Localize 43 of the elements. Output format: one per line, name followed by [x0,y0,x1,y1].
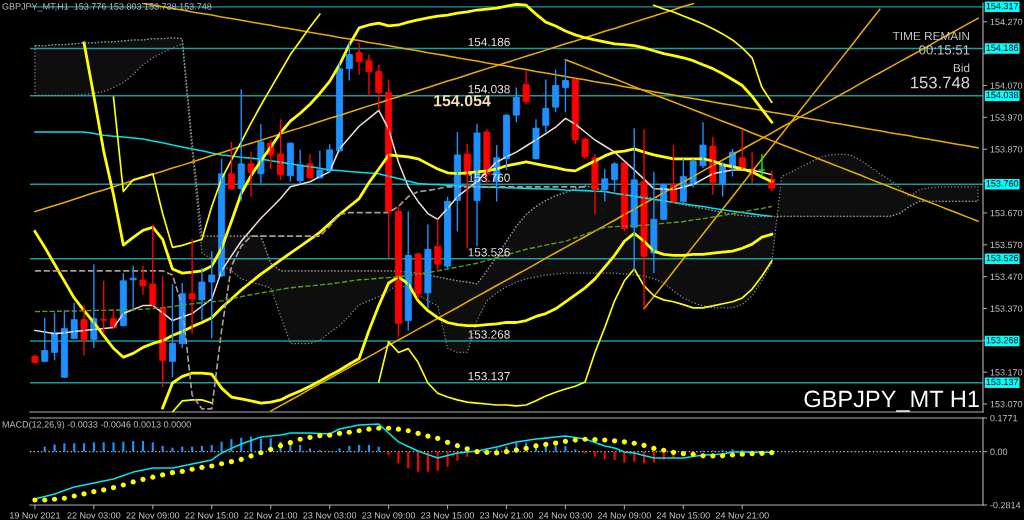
ref-line-label: 153.526 [986,254,1019,262]
x-tick-label: 22 Nov 21:00 [244,512,298,519]
annotation: 153.748 [911,76,970,89]
annotation: 153.268 [468,330,510,339]
x-tick-label: 23 Nov 03:00 [303,512,357,519]
x-tick-label: 24 Nov 15:00 [656,512,710,519]
y-tick-label: 153.370 [990,305,1023,312]
y-tick-label: 154.070 [990,82,1023,89]
x-tick-label: 22 Nov 03:00 [67,512,121,519]
y-tick-label: 154.270 [990,18,1023,26]
x-tick-label: 19 Nov 2021 [10,512,61,519]
annotation: 153.526 [468,248,510,257]
annotation: Bid [953,63,970,73]
ref-line-label: 154.038 [986,91,1019,99]
x-tick-label: 24 Nov 03:00 [539,512,592,519]
ref-line-label: 154.317 [986,2,1019,10]
x-tick-label: 24 Nov 21:00 [715,512,769,519]
annotation: 154.186 [468,37,510,47]
x-tick-label: 23 Nov 15:00 [421,512,475,519]
x-tick-label: 23 Nov 21:00 [480,512,533,519]
y-tick-label: 0.1771 [990,414,1018,422]
x-tick-label: 22 Nov 15:00 [185,512,239,519]
y-tick-label: 153.470 [990,273,1023,280]
annotation: 154.038 [468,85,510,94]
annotation: 153.137 [468,372,510,381]
y-tick-label: 153.070 [990,401,1023,408]
y-tick-label: 0.00 [990,448,1008,455]
y-tick-label: 153.170 [990,369,1023,376]
ref-line-label: 153.137 [986,378,1019,386]
ref-line-label: 153.760 [986,180,1019,187]
y-tick-label: 153.970 [990,114,1023,121]
annotation: GBPJPY_MT H1 [804,390,979,412]
annotation: MACD(12,26,9) -0.0033 -0.0046 0.0013 0.0000 [2,421,191,430]
y-tick-label: -0.2814 [990,501,1021,509]
y-tick-label: 153.570 [990,241,1023,249]
x-tick-label: 23 Nov 09:00 [362,512,416,519]
annotation: 154.054 [434,94,491,107]
x-tick-label: 24 Nov 09:00 [598,512,651,519]
ref-line-label: 154.186 [986,44,1019,51]
x-tick-label: 22 Nov 09:00 [126,512,180,519]
y-tick-label: 153.670 [990,209,1023,217]
ref-line-label: 153.268 [986,337,1019,344]
y-tick-label: 153.870 [990,146,1023,153]
